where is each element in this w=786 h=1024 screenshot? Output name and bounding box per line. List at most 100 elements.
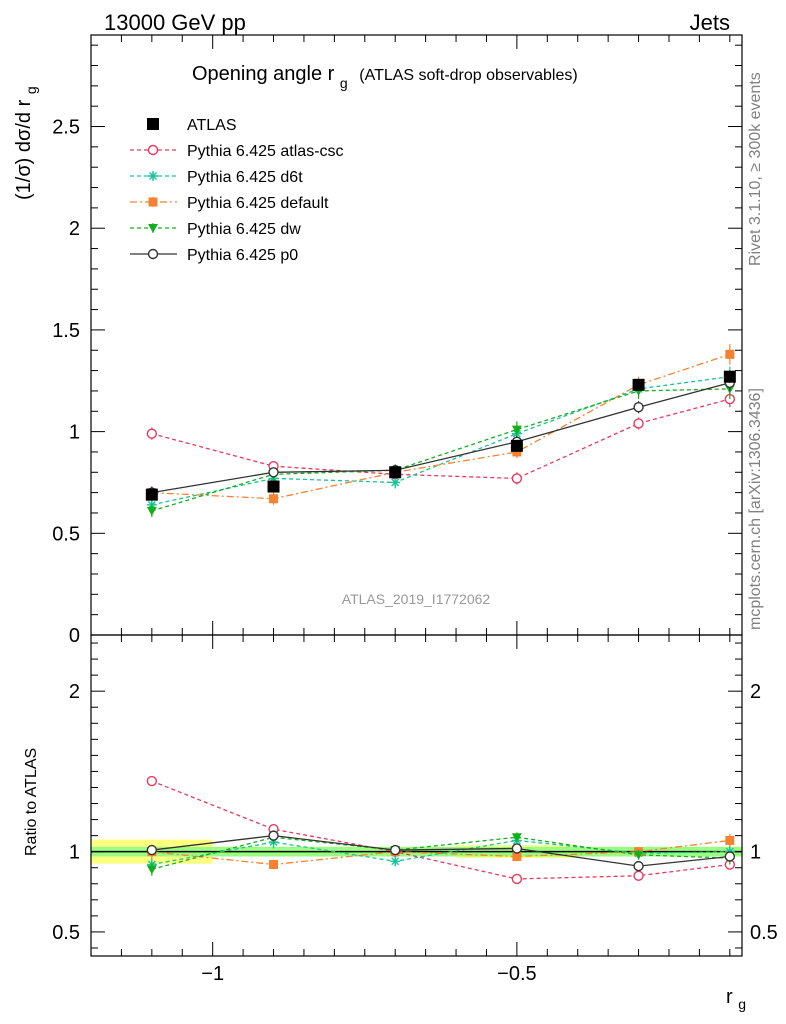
- legend-marker-1: [148, 171, 158, 181]
- y-tick-label-zero: 0: [69, 625, 80, 647]
- data-point-series-4: [268, 467, 279, 478]
- ratio-point-series-0: [511, 873, 523, 885]
- analysis-label: ATLAS_2019_I1772062: [342, 591, 491, 607]
- x-tick-label: −0.5: [497, 963, 536, 985]
- marker-shape: [725, 835, 735, 845]
- marker-shape: [633, 402, 644, 413]
- data-point-series-0: [633, 418, 644, 429]
- marker-shape: [633, 418, 644, 429]
- marker-shape: [268, 467, 279, 478]
- marker-shape: [146, 865, 157, 875]
- legend-marker-2: [148, 197, 158, 207]
- marker-shape: [267, 480, 280, 493]
- x-axis-label: r g: [726, 986, 746, 1012]
- data-point-series-2: [512, 447, 522, 457]
- marker-shape: [723, 370, 736, 383]
- atlas-data-point: [723, 370, 736, 383]
- ratio-point-series-3: [511, 833, 522, 843]
- series-line-3: [151, 388, 730, 512]
- ratio-point-series-4: [511, 843, 523, 854]
- marker-shape: [512, 447, 522, 457]
- y-axis-label-sub: g: [23, 86, 39, 94]
- legend-label-3: Pythia 6.425 dw: [187, 221, 301, 238]
- marker-shape: [512, 851, 522, 861]
- marker-shape: [633, 850, 644, 860]
- y-tick-label: 1.5: [52, 320, 80, 342]
- y-tick-label: 2: [69, 218, 80, 240]
- ratio-line-2: [151, 839, 730, 866]
- atlas-data-point: [145, 488, 158, 501]
- marker-shape: [725, 349, 735, 359]
- ratio-point-series-0: [146, 775, 158, 787]
- ratio-line-3: [151, 836, 730, 870]
- x-tick-label: −1: [201, 963, 224, 985]
- marker-shape: [390, 477, 401, 488]
- chart-title-note: (ATLAS soft-drop observables): [359, 67, 577, 84]
- marker-shape: [389, 466, 402, 479]
- ratio-y-tick-label-right: 1: [750, 842, 761, 864]
- ratio-point-series-4: [724, 851, 736, 862]
- marker-shape: [146, 506, 157, 516]
- marker-shape: [390, 844, 401, 856]
- legend: ATLAS Pythia 6.425 atlas-csc Pythia 6.425 …: [130, 117, 344, 264]
- series-line-2: [151, 353, 731, 500]
- mcplots-label: mcplots.cern.ch [arXiv:1306.3436]: [747, 388, 764, 630]
- marker-shape: [148, 171, 158, 181]
- marker-shape: [510, 439, 523, 452]
- header-left: 13000 GeV pp: [104, 10, 246, 35]
- marker-shape: [269, 494, 279, 504]
- legend-label-4: Pythia 6.425 p0: [187, 247, 298, 264]
- ratio-point-series-2: [725, 835, 735, 845]
- legend-marker-3: [148, 224, 158, 233]
- data-point-series-1: [390, 477, 401, 488]
- series-line-1: [151, 376, 730, 506]
- data-point-series-3: [146, 506, 157, 516]
- series-line-4: [151, 382, 730, 494]
- header-right: Jets: [690, 10, 730, 35]
- y-axis-label-main: (1/σ) dσ/d r: [13, 99, 35, 200]
- marker-shape: [511, 873, 523, 885]
- atlas-data-point: [510, 439, 523, 452]
- svg-text:Opening angle r g: Opening angle r g (ATLAS soft-drop obser…: [192, 63, 578, 93]
- marker-shape: [511, 843, 523, 854]
- ratio-y-tick-label: 2: [69, 681, 80, 703]
- rivet-label: Rivet 3.1.10, ≥ 300k events: [747, 72, 764, 266]
- marker-shape: [268, 830, 279, 841]
- marker-shape: [147, 248, 159, 260]
- ratio-point-series-4: [268, 830, 279, 841]
- chart-title: Opening angle r g (ATLAS soft-drop obser…: [192, 63, 578, 93]
- y-tick-label: 2.5: [52, 117, 80, 139]
- y-tick-label: 0.5: [52, 523, 80, 545]
- chart-title-sub: g: [340, 75, 348, 91]
- marker-shape: [147, 144, 159, 156]
- ratio-point-series-4: [633, 860, 644, 872]
- data-point-series-2: [269, 494, 279, 504]
- marker-shape: [390, 856, 401, 867]
- y-axis-label: (1/σ) dσ/d r g: [13, 86, 39, 200]
- ratio-point-series-4: [146, 844, 158, 856]
- ratio-point-series-2: [269, 860, 279, 870]
- y-tick-label: 1: [69, 422, 80, 444]
- marker-shape: [145, 488, 158, 501]
- data-point-series-0: [146, 428, 158, 439]
- marker-shape: [146, 775, 158, 787]
- legend-marker-0: [147, 144, 159, 156]
- ratio-y-tick-label-right: 0.5: [750, 922, 778, 944]
- ratio-panel: −1 −0.5 0.5 0.5 1 1 2 2: [52, 621, 778, 985]
- ratio-frame: [90, 634, 743, 957]
- marker-shape: [147, 118, 159, 130]
- legend-marker-4: [147, 248, 159, 260]
- marker-shape: [511, 833, 522, 843]
- marker-shape: [632, 378, 645, 391]
- ratio-y-tick-label-right: 2: [750, 681, 761, 703]
- marker-shape: [148, 224, 158, 233]
- data-point-series-2: [725, 349, 735, 359]
- atlas-data-point: [389, 466, 402, 479]
- marker-shape: [146, 844, 158, 856]
- data-point-series-4: [633, 402, 644, 413]
- marker-shape: [511, 425, 522, 435]
- marker-shape: [146, 428, 158, 439]
- ratio-line-1: [151, 839, 730, 866]
- marker-shape: [269, 860, 279, 870]
